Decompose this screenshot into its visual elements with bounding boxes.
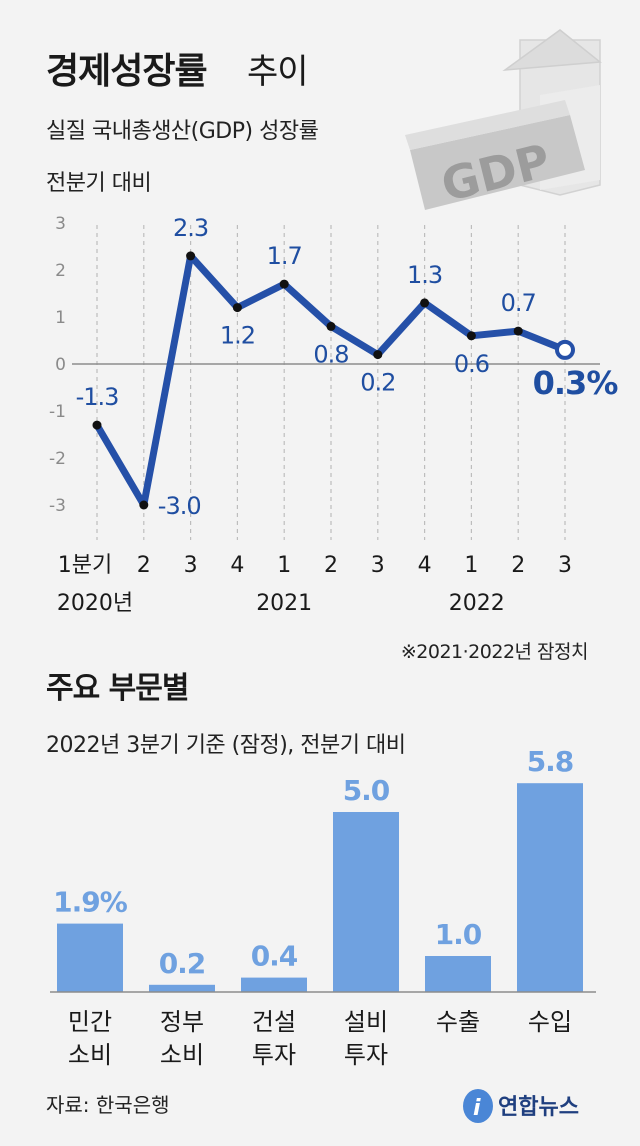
chart-subtitle: 실질 국내총생산(GDP) 성장률 bbox=[46, 119, 319, 144]
bar-value-label: 5.0 bbox=[343, 774, 390, 807]
bar-category-label: 설비 bbox=[344, 1008, 388, 1036]
bar-category-label: 소비 bbox=[68, 1041, 112, 1069]
bar-category-label: 투자 bbox=[344, 1041, 388, 1069]
x-tick-label: 1 bbox=[277, 553, 291, 578]
bar bbox=[57, 923, 123, 992]
data-point bbox=[420, 298, 430, 308]
bar bbox=[517, 783, 583, 992]
y-tick-label: 1 bbox=[55, 308, 66, 328]
bar-category-label: 민간 bbox=[68, 1008, 112, 1036]
line-chart-series bbox=[92, 251, 575, 510]
x-tick-label: 3 bbox=[184, 553, 198, 578]
logo-mark-icon bbox=[463, 1089, 493, 1123]
data-label: 1.3 bbox=[407, 261, 442, 289]
data-label: 0.6 bbox=[454, 350, 489, 378]
bar-value-label: 0.4 bbox=[251, 940, 298, 973]
bar-chart-data-labels: 1.9% 0.2 0.4 5.0 1.0 5.8 bbox=[53, 745, 574, 980]
y-tick-label: -1 bbox=[49, 402, 66, 422]
data-label: 2.3 bbox=[173, 214, 208, 242]
bar bbox=[333, 812, 399, 992]
bar-section-subtitle: 2022년 3분기 기준 (잠정), 전분기 대비 bbox=[46, 733, 406, 758]
bar-value-label: 5.8 bbox=[527, 745, 574, 778]
data-label: 1.2 bbox=[220, 322, 255, 350]
bar-value-label: 1.9% bbox=[53, 886, 128, 919]
bar-value-label: 1.0 bbox=[435, 918, 482, 951]
x-tick-label: 2 bbox=[511, 553, 525, 578]
x-tick-label: 2 bbox=[137, 553, 151, 578]
provisional-note: ※2021·2022년 잠정치 bbox=[401, 641, 588, 663]
data-point bbox=[186, 251, 196, 261]
data-point bbox=[373, 350, 383, 360]
data-label: 0.8 bbox=[313, 340, 348, 368]
y-tick-label: -2 bbox=[49, 449, 66, 469]
bar-category-label: 수입 bbox=[528, 1008, 572, 1036]
page-title: 경제성장률 bbox=[46, 51, 207, 92]
data-label: 1.7 bbox=[267, 242, 302, 270]
source-credit: 자료: 한국은행 bbox=[46, 1093, 170, 1117]
data-point bbox=[513, 326, 523, 336]
x-tick-label: 4 bbox=[230, 553, 244, 578]
y-tick-label: 0 bbox=[55, 355, 66, 375]
data-point bbox=[232, 303, 242, 313]
x-tick-label: 3 bbox=[371, 553, 385, 578]
bar bbox=[241, 977, 307, 992]
x-tick-label: 1분기 bbox=[58, 553, 112, 578]
data-label: 0.2 bbox=[360, 369, 395, 397]
data-point-latest bbox=[555, 339, 575, 360]
bar-value-label: 0.2 bbox=[159, 947, 206, 980]
bar-section-title: 주요 부문별 bbox=[46, 671, 188, 706]
yonhap-logo: i 연합뉴스 bbox=[463, 1089, 579, 1123]
gdp-graphic-icon: GDP bbox=[405, 29, 602, 212]
x-year-label: 2021 bbox=[256, 591, 312, 616]
data-label: -1.3 bbox=[76, 383, 119, 411]
svg-text:i: i bbox=[473, 1096, 481, 1121]
bar-category-label: 건설 bbox=[252, 1008, 296, 1036]
y-tick-label: 3 bbox=[55, 214, 66, 234]
y-tick-label: 2 bbox=[55, 261, 66, 281]
logo-text: 연합뉴스 bbox=[498, 1094, 579, 1120]
y-tick-label: -3 bbox=[49, 496, 66, 516]
line-chart-grid bbox=[72, 225, 600, 540]
line-chart-y-axis: 3 2 1 0 -1 -2 -3 bbox=[49, 214, 66, 516]
x-tick-label: 2 bbox=[324, 553, 338, 578]
line-chart-data-labels: -1.3 -3.0 2.3 1.2 1.7 0.8 0.2 1.3 0.6 0.7 0.3% bbox=[76, 214, 620, 520]
unit-note: 전분기 대비 bbox=[46, 171, 151, 196]
bar bbox=[425, 956, 491, 992]
data-label: 0.7 bbox=[501, 289, 536, 317]
data-point bbox=[139, 500, 149, 510]
data-point bbox=[326, 321, 336, 331]
data-point bbox=[279, 279, 289, 289]
page-title-light: 추이 bbox=[247, 52, 308, 92]
bar bbox=[149, 984, 215, 992]
bar-category-label: 소비 bbox=[160, 1041, 204, 1069]
data-label: -3.0 bbox=[158, 492, 201, 520]
bar-category-label: 수출 bbox=[436, 1008, 480, 1036]
x-year-label: 2020년 bbox=[57, 591, 133, 616]
bar-category-label: 투자 bbox=[252, 1041, 296, 1069]
data-point bbox=[466, 331, 476, 341]
x-tick-label: 1 bbox=[464, 553, 478, 578]
x-year-label: 2022 bbox=[449, 591, 505, 616]
bar-category-label: 정부 bbox=[160, 1008, 204, 1036]
line-chart-x-axis: 1분기 2 3 4 1 2 3 4 1 2 3 2020년 2021 2022 bbox=[57, 553, 572, 616]
data-point bbox=[92, 420, 102, 430]
data-label: 0.3% bbox=[533, 364, 619, 402]
x-tick-label: 4 bbox=[418, 553, 432, 578]
x-tick-label: 3 bbox=[558, 553, 572, 578]
bar-chart-bars bbox=[50, 783, 596, 993]
